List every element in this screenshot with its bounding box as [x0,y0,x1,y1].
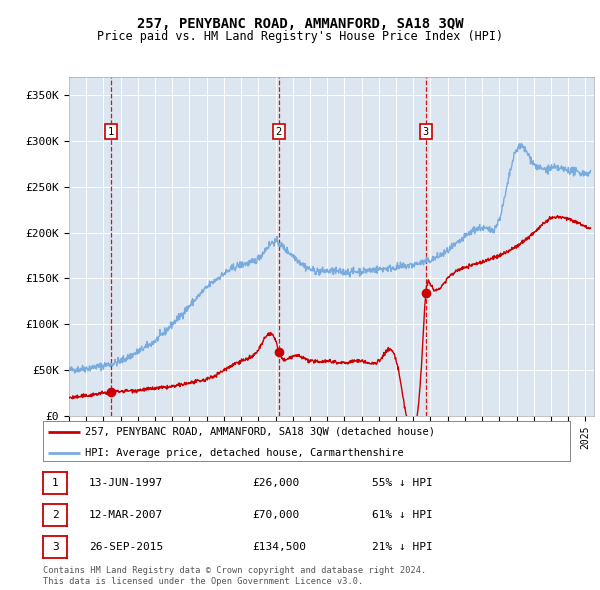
Text: 1: 1 [108,127,114,137]
Text: 3: 3 [52,542,59,552]
Text: £134,500: £134,500 [252,542,306,552]
Text: 2: 2 [52,510,59,520]
Text: £26,000: £26,000 [252,478,299,488]
Text: Contains HM Land Registry data © Crown copyright and database right 2024.
This d: Contains HM Land Registry data © Crown c… [43,566,427,586]
Text: 3: 3 [423,127,429,137]
Text: 1: 1 [52,478,59,488]
Text: Price paid vs. HM Land Registry's House Price Index (HPI): Price paid vs. HM Land Registry's House … [97,30,503,43]
Text: 21% ↓ HPI: 21% ↓ HPI [372,542,433,552]
Text: £70,000: £70,000 [252,510,299,520]
Text: 26-SEP-2015: 26-SEP-2015 [89,542,163,552]
Text: 257, PENYBANC ROAD, AMMANFORD, SA18 3QW (detached house): 257, PENYBANC ROAD, AMMANFORD, SA18 3QW … [85,427,436,437]
Text: 2: 2 [276,127,282,137]
Text: 13-JUN-1997: 13-JUN-1997 [89,478,163,488]
Text: 257, PENYBANC ROAD, AMMANFORD, SA18 3QW: 257, PENYBANC ROAD, AMMANFORD, SA18 3QW [137,17,463,31]
Text: 55% ↓ HPI: 55% ↓ HPI [372,478,433,488]
Text: 12-MAR-2007: 12-MAR-2007 [89,510,163,520]
Text: 61% ↓ HPI: 61% ↓ HPI [372,510,433,520]
Text: HPI: Average price, detached house, Carmarthenshire: HPI: Average price, detached house, Carm… [85,448,404,458]
